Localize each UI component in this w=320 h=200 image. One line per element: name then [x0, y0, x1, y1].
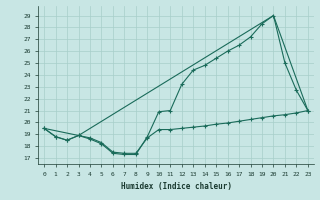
X-axis label: Humidex (Indice chaleur): Humidex (Indice chaleur) [121, 182, 231, 191]
